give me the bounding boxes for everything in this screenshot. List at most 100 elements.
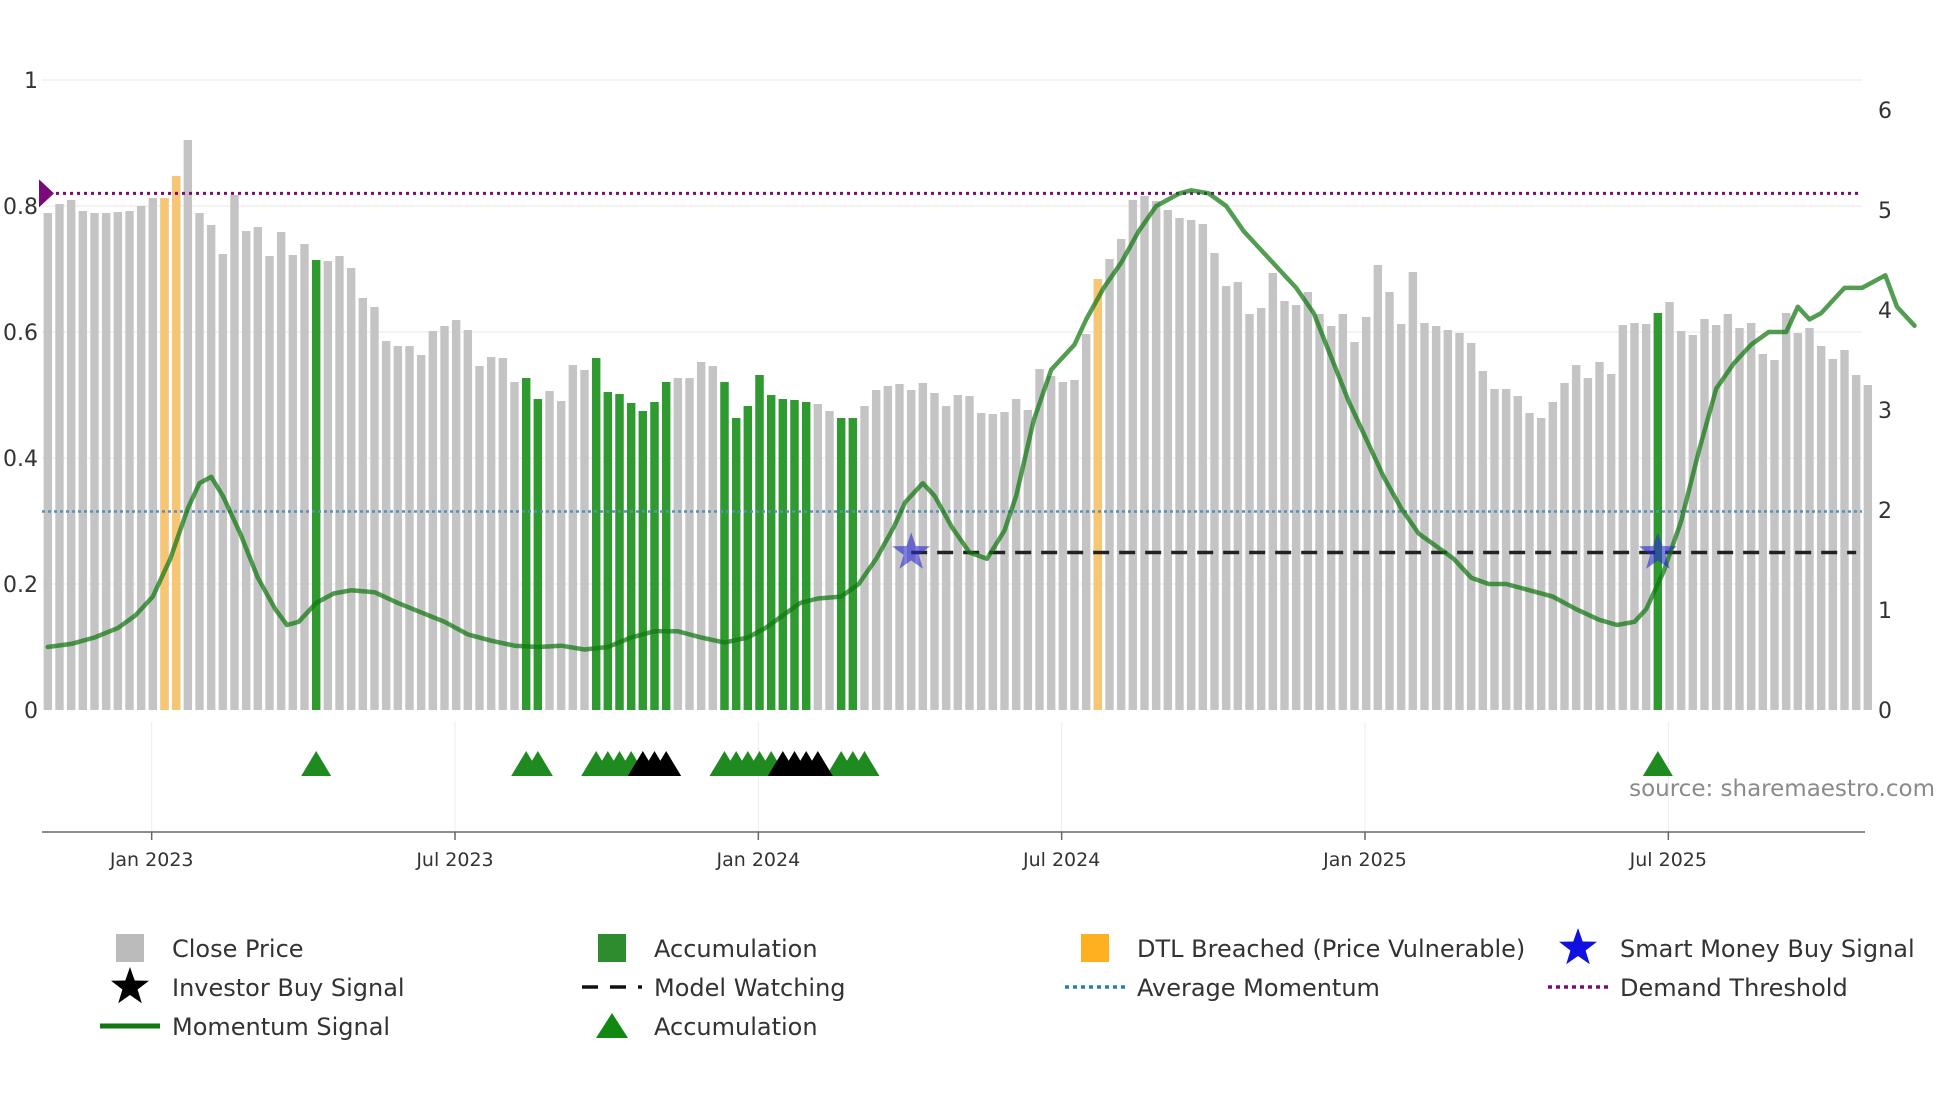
price-bar — [218, 254, 228, 710]
price-bar — [206, 225, 216, 710]
price-bar — [1863, 385, 1873, 710]
price-bar — [1478, 371, 1488, 710]
right-tick-label: 2 — [1878, 499, 1892, 524]
right-tick-label: 6 — [1878, 99, 1892, 124]
accumulation-bar — [626, 403, 636, 710]
price-bar — [1560, 383, 1569, 710]
accumulation-bar — [603, 392, 613, 710]
price-bar — [1548, 402, 1558, 710]
x-tick-label: Jan 2023 — [109, 849, 194, 871]
legend-label: Demand Threshold — [1620, 974, 1848, 1002]
price-bar — [1280, 301, 1289, 710]
price-bar — [66, 200, 76, 710]
accumulation-bar — [650, 402, 659, 710]
price-bar — [1140, 196, 1149, 710]
left-tick-label: 0 — [24, 699, 38, 724]
price-bar — [323, 261, 333, 710]
price-bar — [1256, 308, 1266, 710]
price-bar — [1233, 282, 1243, 710]
investor-buy-marker — [802, 751, 833, 776]
gridlines — [42, 79, 1862, 832]
price-bar — [1758, 354, 1768, 710]
price-bar — [1571, 365, 1581, 710]
price-bar — [440, 326, 449, 710]
accumulation-marker — [1642, 751, 1673, 776]
accumulation-bar — [766, 395, 776, 710]
investor-buy-marker — [651, 751, 682, 776]
price-bar — [568, 365, 578, 710]
price-bar — [1105, 259, 1114, 710]
price-bar — [1805, 328, 1814, 710]
price-bar — [941, 406, 951, 710]
price-bar — [1443, 330, 1453, 710]
legend-item-average-momentum: Average Momentum — [1065, 974, 1380, 1002]
price-bar — [1525, 413, 1534, 710]
legend: Close Price Accumulation DTL Breached (Pri… — [100, 928, 1915, 1041]
price-bar — [930, 393, 939, 710]
accumulation-bar — [720, 382, 729, 710]
price-bar — [1303, 292, 1313, 710]
accumulation-bar — [638, 411, 648, 710]
right-tick-label: 5 — [1878, 199, 1892, 224]
price-bar — [90, 213, 99, 710]
legend-item-dtl-breached-price-vulnerable: DTL Breached (Price Vulnerable) — [1081, 934, 1525, 963]
legend-swatch — [116, 934, 144, 962]
price-bar — [1186, 220, 1196, 710]
accumulation-bar — [836, 418, 846, 710]
price-bar — [1781, 313, 1791, 710]
legend-item-accumulation: Accumulation — [598, 934, 818, 963]
price-bar — [265, 256, 274, 710]
price-bar — [393, 346, 403, 710]
legend-star-icon — [1559, 928, 1597, 965]
accumulation-bar — [311, 260, 321, 710]
price-bar — [1501, 389, 1511, 710]
price-bar — [1851, 375, 1861, 710]
price-bar — [1816, 346, 1826, 710]
price-bar — [113, 212, 123, 710]
price-bar — [1175, 218, 1184, 710]
left-tick-label: 0.4 — [3, 447, 38, 472]
dtl-breached-bar — [160, 198, 169, 710]
price-bar — [1431, 326, 1441, 710]
price-bar — [1011, 399, 1021, 710]
legend-triangle-icon — [596, 1013, 628, 1038]
price-bar — [1058, 382, 1068, 710]
price-bar — [358, 298, 368, 710]
price-bar — [988, 414, 998, 710]
price-bar — [463, 330, 473, 710]
legend-item-accumulation: Accumulation — [596, 1013, 818, 1041]
price-bar — [708, 366, 718, 710]
price-bar — [183, 140, 193, 710]
legend-label: Momentum Signal — [172, 1013, 390, 1041]
right-tick-label: 0 — [1878, 699, 1892, 724]
x-tick-label: Jan 2024 — [715, 849, 800, 871]
price-bar — [405, 346, 414, 710]
price-bar — [1688, 335, 1698, 710]
price-bar — [813, 404, 823, 710]
price-bar — [381, 341, 391, 710]
legend-item-investor-buy-signal: Investor Buy Signal — [111, 967, 405, 1004]
legend-swatch — [1081, 934, 1109, 962]
price-bar — [43, 213, 53, 710]
accumulation-bar — [755, 375, 764, 710]
price-bar — [1326, 326, 1336, 710]
smart-money-buy-signal — [1638, 532, 1677, 569]
price-bar — [696, 362, 706, 710]
price-bar — [1700, 319, 1709, 710]
price-bar — [1350, 342, 1359, 710]
accumulation-marker — [301, 751, 332, 776]
price-bar — [428, 331, 438, 710]
price-bar — [556, 401, 566, 710]
price-bar — [1210, 253, 1219, 710]
accumulation-bar — [615, 394, 624, 710]
momentum-signal — [45, 188, 1917, 652]
price-bar — [1023, 410, 1033, 710]
legend-star-icon — [111, 967, 149, 1004]
price-bar — [1490, 389, 1499, 710]
price-bar — [1641, 324, 1651, 710]
price-bar — [1046, 376, 1056, 710]
price-bar — [580, 370, 589, 710]
price-bar — [1116, 239, 1126, 710]
price-bar — [136, 206, 146, 710]
price-bar — [346, 268, 356, 710]
